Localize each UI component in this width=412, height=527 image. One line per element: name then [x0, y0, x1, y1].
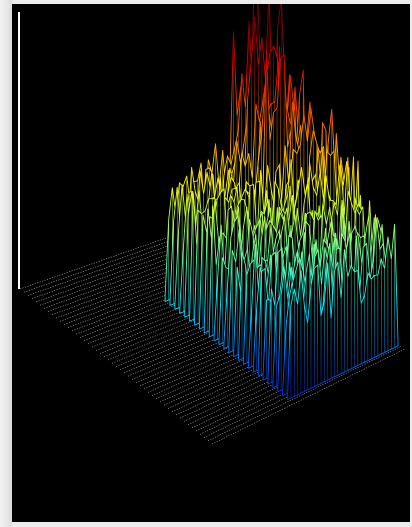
waterfall-plot-canvas[interactable] [12, 4, 410, 522]
floor-grid-line [207, 345, 402, 441]
plot-viewport[interactable] [12, 4, 410, 522]
floor-grid-line [83, 258, 292, 341]
waterfall-surface [164, 4, 399, 401]
floor-grid-line [111, 278, 317, 364]
floor-grid-line [115, 281, 321, 367]
floor-grid-line [79, 255, 289, 338]
floor-grid-line [211, 348, 406, 445]
window-left-border [0, 0, 12, 527]
